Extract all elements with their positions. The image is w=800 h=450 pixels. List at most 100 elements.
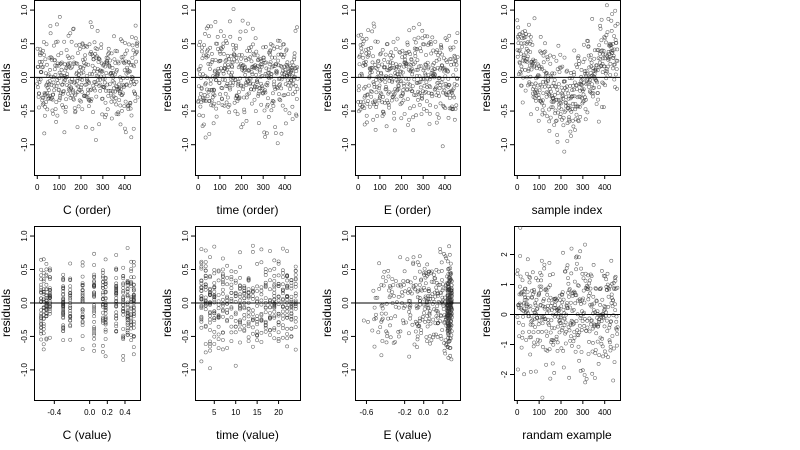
data-point (251, 297, 255, 301)
data-point (399, 116, 404, 121)
data-point (272, 291, 277, 295)
data-point (563, 108, 568, 113)
data-point (544, 288, 549, 293)
data-point (87, 104, 91, 108)
data-point (225, 296, 229, 300)
data-point (566, 96, 571, 101)
data-point (542, 103, 546, 108)
data-point (268, 48, 273, 53)
data-point (131, 263, 136, 268)
data-point (383, 279, 388, 283)
data-point (574, 254, 579, 259)
y-tick-label: 0.0 (20, 297, 29, 309)
data-point (563, 100, 568, 105)
data-point (565, 139, 570, 143)
data-point (255, 329, 259, 334)
data-point (224, 57, 229, 62)
data-point (575, 283, 580, 287)
data-point (273, 125, 277, 129)
data-point (290, 60, 294, 65)
data-point (550, 105, 555, 110)
data-point (401, 98, 406, 103)
x-tick-label: 0 (515, 408, 520, 417)
data-point (287, 111, 292, 116)
data-point (208, 62, 213, 67)
data-point (285, 278, 289, 283)
data-point (380, 48, 385, 52)
data-point (135, 95, 140, 100)
data-point (412, 77, 417, 82)
data-point (199, 304, 204, 309)
y-tick-label: -0.5 (341, 104, 350, 118)
data-point (114, 300, 119, 304)
data-point (221, 314, 225, 319)
data-point (454, 83, 459, 88)
data-point (432, 307, 436, 312)
data-point (279, 131, 284, 136)
data-point (533, 325, 537, 329)
data-point (80, 294, 85, 299)
data-point (430, 35, 435, 40)
data-point (378, 51, 383, 56)
data-point (289, 317, 294, 321)
data-point (48, 294, 52, 299)
data-point (118, 103, 123, 108)
data-point (88, 99, 93, 104)
data-point (587, 80, 592, 85)
data-point (420, 36, 425, 40)
data-point (594, 331, 599, 336)
data-point (526, 305, 531, 309)
data-point (123, 51, 128, 56)
data-point (427, 84, 432, 88)
data-point (374, 90, 379, 95)
data-point (366, 320, 370, 324)
data-point (518, 61, 522, 66)
data-point (268, 52, 272, 57)
data-point (225, 298, 229, 303)
data-points (515, 225, 620, 400)
data-point (281, 326, 285, 331)
data-point (209, 98, 214, 103)
data-point (532, 84, 536, 89)
data-point (272, 287, 277, 292)
data-point (394, 97, 399, 102)
data-point (248, 55, 253, 60)
data-point (401, 88, 406, 92)
data-point (607, 338, 612, 343)
data-point (71, 26, 76, 31)
data-point (384, 301, 389, 306)
data-point (564, 88, 569, 92)
data-point (541, 60, 546, 65)
data-point (441, 282, 445, 287)
x-axis-label: randam example (522, 428, 612, 442)
data-point (393, 47, 398, 51)
data-point (238, 304, 242, 309)
data-point (367, 74, 372, 79)
data-point (517, 48, 522, 53)
data-point (421, 68, 426, 73)
data-point (272, 282, 277, 287)
data-point (236, 83, 240, 88)
data-point (516, 320, 521, 325)
data-point (67, 56, 71, 60)
data-point (46, 72, 51, 77)
data-point (596, 324, 600, 329)
data-point (248, 81, 253, 85)
data-point (58, 93, 62, 98)
data-point (255, 296, 259, 301)
y-tick-label: 0.0 (341, 71, 350, 83)
data-point (615, 47, 620, 52)
data-point (265, 104, 269, 109)
data-point (576, 119, 581, 124)
data-point (525, 271, 529, 276)
plot-frame (355, 226, 461, 401)
data-point (39, 273, 43, 278)
data-point (569, 95, 574, 99)
data-point (80, 314, 85, 319)
data-point (247, 45, 251, 50)
data-point (216, 72, 221, 77)
data-point (199, 279, 204, 283)
data-point (447, 106, 452, 111)
data-point (582, 324, 587, 328)
data-point (541, 317, 546, 321)
